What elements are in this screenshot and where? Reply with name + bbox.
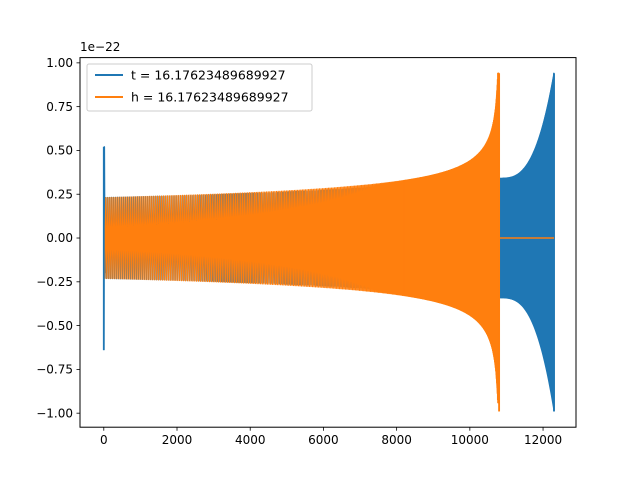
legend-box bbox=[86, 63, 313, 112]
x-tick-label: 12000 bbox=[524, 433, 562, 447]
y-tick-label: 0.25 bbox=[46, 187, 73, 201]
x-tick-label: 2000 bbox=[162, 433, 193, 447]
y-tick-label: 0.00 bbox=[46, 231, 73, 245]
legend-label-t: t = 16.17623489689927 bbox=[131, 68, 286, 83]
y-tick-label: −0.75 bbox=[36, 363, 73, 377]
x-tick-label: 8000 bbox=[381, 433, 412, 447]
y-tick-label: 0.50 bbox=[46, 144, 73, 158]
y-tick-label: 1.00 bbox=[46, 56, 73, 70]
x-tick-label: 0 bbox=[100, 433, 108, 447]
plot-area bbox=[102, 72, 555, 412]
y-tick-label: −0.25 bbox=[36, 275, 73, 289]
x-axis: 0 2000 4000 6000 8000 10000 12000 bbox=[100, 427, 562, 447]
legend-label-h: h = 16.17623489689927 bbox=[131, 90, 289, 105]
y-offset-label: 1e−22 bbox=[80, 40, 120, 54]
x-tick-label: 4000 bbox=[235, 433, 266, 447]
x-tick-label: 10000 bbox=[451, 433, 489, 447]
y-tick-label: 0.75 bbox=[46, 100, 73, 114]
legend: t = 16.17623489689927 h = 16.17623489689… bbox=[86, 63, 313, 112]
axes-frame bbox=[79, 57, 577, 428]
y-axis: −1.00 −0.75 −0.50 −0.25 0.00 0.25 0.50 0.75 1.00 bbox=[36, 56, 80, 420]
y-tick-label: −0.50 bbox=[36, 319, 73, 333]
series-fill-t bbox=[498, 73, 555, 412]
x-tick-label: 6000 bbox=[308, 433, 339, 447]
y-tick-label: −1.00 bbox=[36, 406, 73, 420]
